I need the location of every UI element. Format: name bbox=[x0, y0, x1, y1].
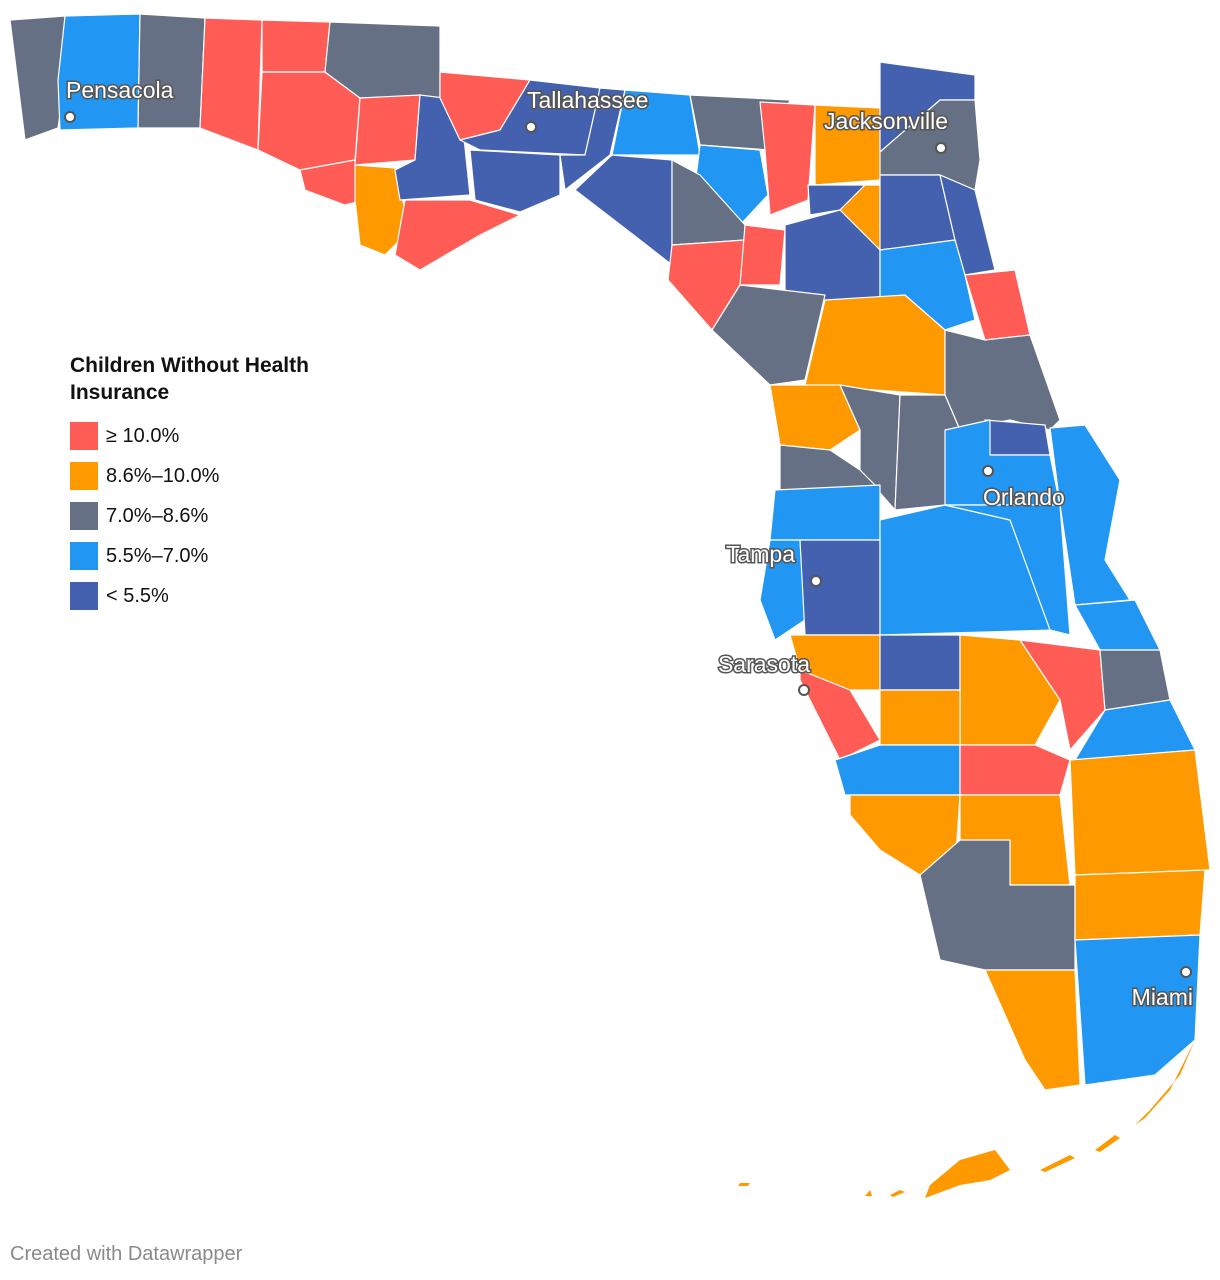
county-st-johns[interactable] bbox=[939, 174, 996, 276]
key-middle bbox=[1095, 1135, 1120, 1152]
city-label-sarasota: Sarasota bbox=[718, 651, 810, 677]
county-desoto[interactable] bbox=[879, 689, 961, 746]
legend-swatch bbox=[70, 502, 98, 530]
key-west-group bbox=[925, 1150, 1010, 1198]
city-marker-pensacola bbox=[64, 111, 76, 123]
county-okaloosa[interactable] bbox=[137, 13, 206, 129]
key-small-3 bbox=[738, 1183, 750, 1186]
city-markers: Pensacola Tallahassee Jacksonville Orlando T… bbox=[64, 76, 1195, 1012]
legend-swatch bbox=[70, 462, 98, 490]
county-taylor[interactable] bbox=[574, 154, 673, 266]
county-indian-river[interactable] bbox=[1074, 599, 1161, 651]
legend-label: < 5.5% bbox=[106, 584, 169, 607]
county-walton[interactable] bbox=[199, 17, 263, 151]
county-holmes[interactable] bbox=[261, 19, 331, 73]
legend-label: 5.5%–7.0% bbox=[106, 544, 209, 567]
florida-keys bbox=[738, 1040, 1195, 1198]
city-label-orlando: Orlando bbox=[983, 484, 1065, 510]
legend-item-lower-mid: 5.5%–7.0% bbox=[70, 536, 350, 576]
county-wakulla[interactable] bbox=[469, 149, 561, 213]
county-brevard[interactable] bbox=[1049, 424, 1131, 606]
datawrapper-credit[interactable]: Created with Datawrapper bbox=[10, 1243, 243, 1265]
county-volusia[interactable] bbox=[944, 329, 1061, 431]
county-escambia[interactable] bbox=[9, 15, 66, 141]
county-columbia[interactable] bbox=[759, 101, 816, 216]
county-miami-dade[interactable] bbox=[1074, 934, 1201, 1086]
county-palm-beach[interactable] bbox=[1069, 749, 1211, 876]
key-small-1 bbox=[890, 1190, 905, 1197]
city-label-miami: Miami bbox=[1132, 984, 1193, 1010]
county-flagler[interactable] bbox=[964, 269, 1031, 341]
county-okeechobee[interactable] bbox=[1019, 639, 1106, 751]
county-santa-rosa[interactable] bbox=[57, 13, 141, 131]
county-broward[interactable] bbox=[1074, 869, 1206, 941]
city-label-jacksonville: Jacksonville bbox=[824, 108, 948, 134]
key-lower-1 bbox=[1040, 1155, 1075, 1172]
county-osceola[interactable] bbox=[944, 504, 1071, 636]
county-manatee[interactable] bbox=[789, 634, 881, 691]
city-marker-miami bbox=[1180, 966, 1192, 978]
map-legend: Children Without Health Insurance ≥ 10.0… bbox=[70, 352, 350, 616]
legend-label: ≥ 10.0% bbox=[106, 424, 180, 447]
county-sarasota[interactable] bbox=[799, 669, 881, 761]
county-hardee[interactable] bbox=[879, 634, 961, 691]
county-seminole[interactable] bbox=[984, 419, 1051, 456]
legend-item-high: ≥ 10.0% bbox=[70, 416, 350, 456]
legend-label: 7.0%–8.6% bbox=[106, 504, 209, 527]
county-hillsborough[interactable] bbox=[799, 539, 881, 636]
county-levy[interactable] bbox=[711, 284, 826, 386]
county-monroe-mainland[interactable] bbox=[984, 969, 1081, 1091]
county-hernando[interactable] bbox=[779, 444, 881, 491]
city-marker-tampa bbox=[810, 575, 822, 587]
county-st-lucie[interactable] bbox=[1099, 649, 1171, 711]
key-small-2 bbox=[865, 1190, 872, 1196]
city-label-pensacola: Pensacola bbox=[66, 77, 174, 103]
county-franklin[interactable] bbox=[394, 199, 521, 271]
city-marker-orlando bbox=[982, 465, 994, 477]
legend-label: 8.6%–10.0% bbox=[106, 464, 220, 487]
county-layer bbox=[9, 13, 1211, 1091]
city-label-tampa: Tampa bbox=[726, 541, 795, 567]
county-pasco[interactable] bbox=[769, 484, 881, 541]
city-marker-tallahassee bbox=[525, 121, 537, 133]
legend-swatch bbox=[70, 422, 98, 450]
city-marker-jacksonville bbox=[935, 142, 947, 154]
legend-swatch bbox=[70, 542, 98, 570]
legend-title: Children Without Health Insurance bbox=[70, 354, 309, 404]
county-gilchrist[interactable] bbox=[739, 224, 786, 286]
county-glades[interactable] bbox=[959, 744, 1071, 796]
legend-item-upper-mid: 8.6%–10.0% bbox=[70, 456, 350, 496]
legend-item-low: < 5.5% bbox=[70, 576, 350, 616]
county-gulf[interactable] bbox=[354, 164, 411, 256]
county-citrus[interactable] bbox=[769, 384, 861, 451]
city-marker-sarasota bbox=[798, 684, 810, 696]
legend-item-mid: 7.0%–8.6% bbox=[70, 496, 350, 536]
county-pinellas[interactable] bbox=[759, 539, 806, 641]
legend-swatch bbox=[70, 582, 98, 610]
city-label-tallahassee: Tallahassee bbox=[527, 87, 648, 113]
county-calhoun[interactable] bbox=[354, 94, 421, 166]
